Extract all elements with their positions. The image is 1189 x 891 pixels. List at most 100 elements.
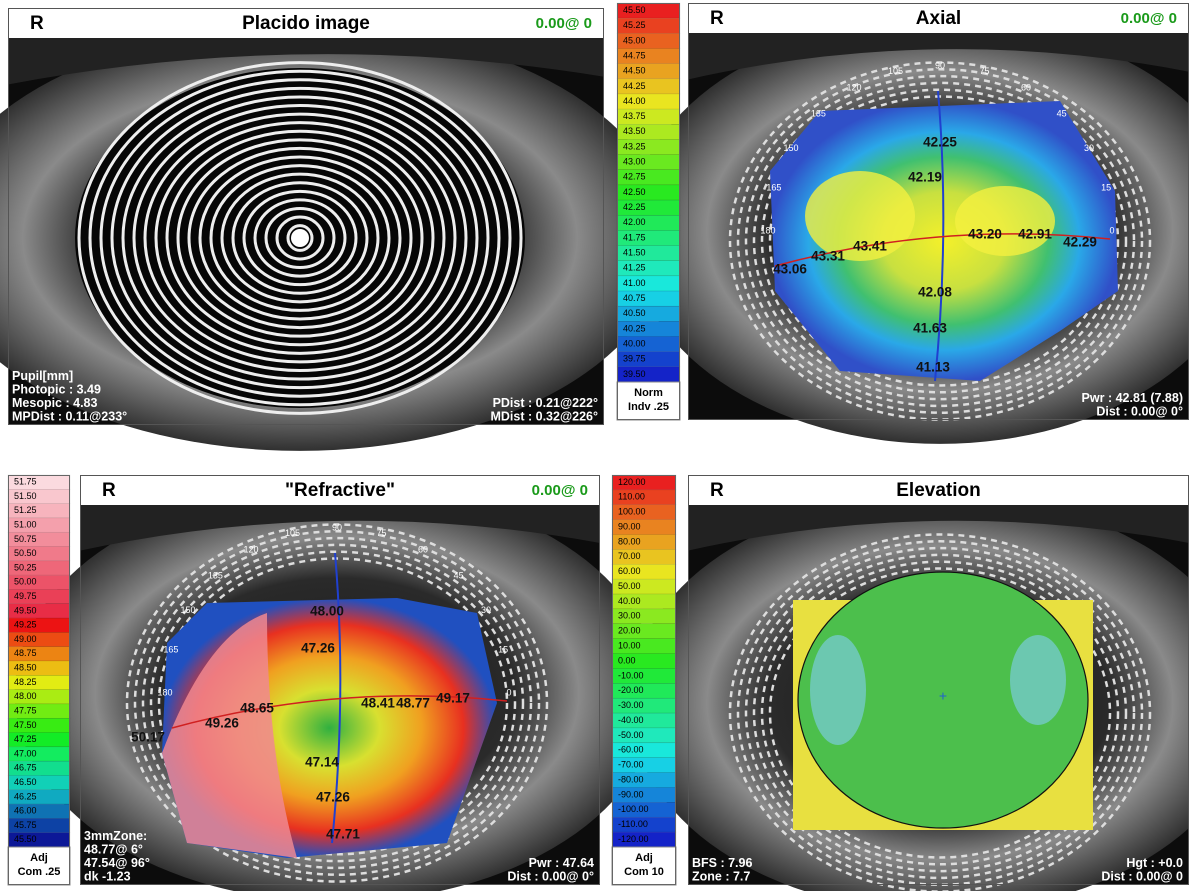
scale-label: -50.00 xyxy=(618,730,644,740)
scale-label: 51.50 xyxy=(14,491,37,501)
scale-label: 120.00 xyxy=(618,477,646,487)
scale-label: 45.50 xyxy=(14,834,37,844)
scale-label: 51.25 xyxy=(14,505,37,515)
scale-label: 41.00 xyxy=(623,278,646,288)
topography-screen: RPlacido image0.00@ 0Pupil[mm]Photopic :… xyxy=(0,0,1189,891)
scale-label: -100.00 xyxy=(618,804,649,814)
scale-footer-text: Adj xyxy=(30,852,48,864)
eye-label: R xyxy=(30,13,44,34)
map-panel: +RElevationBFS : 7.96Zone : 7.7Hgt : +0.… xyxy=(629,475,1189,891)
scale-label: 45.25 xyxy=(623,20,646,30)
overlay-text: 47.54@ 96° xyxy=(84,856,150,870)
scale-label: -80.00 xyxy=(618,774,644,784)
angle-label: 15 xyxy=(1101,183,1111,193)
map-value: 49.26 xyxy=(205,716,239,731)
panel-title: Axial xyxy=(916,8,961,29)
scale-label: 40.50 xyxy=(623,308,646,318)
scale-label: 50.00 xyxy=(618,581,641,591)
scale-label: 45.00 xyxy=(623,35,646,45)
map-value: 48.00 xyxy=(310,604,344,619)
map-value: 42.08 xyxy=(918,285,952,300)
map-panel: 901057512060135451503016515180042.2542.1… xyxy=(629,3,1189,444)
scale-label: 44.25 xyxy=(623,81,646,91)
scale-label: 48.25 xyxy=(14,677,37,687)
angle-label: 105 xyxy=(888,66,903,76)
angle-label: 45 xyxy=(1057,109,1067,119)
scale-label: 70.00 xyxy=(618,551,641,561)
overlay-text: dk -1.23 xyxy=(84,869,131,883)
scale-label: 47.50 xyxy=(14,720,37,730)
map-value: 48.65 xyxy=(240,701,274,716)
color-scale: 120.00110.00100.0090.0080.0070.0060.0050… xyxy=(612,475,676,885)
scale-label: 43.00 xyxy=(623,157,646,167)
eye-label: R xyxy=(710,480,724,501)
scale-label: 47.75 xyxy=(14,705,37,715)
map-value: 43.41 xyxy=(853,239,887,254)
map-value: 48.77 xyxy=(396,696,430,711)
angle-label: 180 xyxy=(760,225,775,235)
scale-label: 50.75 xyxy=(14,534,37,544)
angle-label: 165 xyxy=(766,183,781,193)
panel-title: "Refractive" xyxy=(285,480,395,501)
scale-label: 48.75 xyxy=(14,648,37,658)
scale-label: -60.00 xyxy=(618,745,644,755)
scale-label: 60.00 xyxy=(618,566,641,576)
scale-label: 47.25 xyxy=(14,734,37,744)
overlay-text: Pupil[mm] xyxy=(12,369,73,383)
scale-label: 100.00 xyxy=(618,507,646,517)
scale-label: 30.00 xyxy=(618,611,641,621)
scale-label: 10.00 xyxy=(618,640,641,650)
color-scale: 51.7551.5051.2551.0050.7550.5050.2550.00… xyxy=(8,475,70,885)
map-value: 41.13 xyxy=(916,360,950,375)
scale-label: 0.00 xyxy=(618,655,636,665)
overlay-text: Dist : 0.00@ 0° xyxy=(507,869,594,883)
map-value: 41.63 xyxy=(913,321,947,336)
overlay-text: Mesopic : 4.83 xyxy=(12,396,97,410)
angle-label: 120 xyxy=(846,82,861,92)
scale-label: 43.50 xyxy=(623,126,646,136)
scale-label: 110.00 xyxy=(618,492,645,502)
angle-label: 45 xyxy=(454,571,464,581)
overlay-text: Zone : 7.7 xyxy=(692,869,750,883)
overlay-text: PDist : 0.21@222° xyxy=(493,396,598,410)
scale-label: 49.00 xyxy=(14,634,37,644)
angle-label: 135 xyxy=(208,571,223,581)
scale-label: 90.00 xyxy=(618,521,641,531)
scale-label: -110.00 xyxy=(618,819,648,829)
scale-label: 51.75 xyxy=(14,477,37,487)
scale-footer-text: Adj xyxy=(635,852,653,864)
scale-label: 46.00 xyxy=(14,806,37,816)
map-value: 47.14 xyxy=(305,755,339,770)
scale-label: 40.25 xyxy=(623,323,646,333)
scale-label: 46.50 xyxy=(14,777,37,787)
angle-label: 15 xyxy=(498,645,508,655)
map-value: 42.29 xyxy=(1063,235,1097,250)
angle-label: 30 xyxy=(1084,143,1094,153)
scale-label: 44.75 xyxy=(623,50,646,60)
angle-label: 0 xyxy=(506,687,511,697)
scale-label: 44.50 xyxy=(623,66,646,76)
scale-label: -10.00 xyxy=(618,670,644,680)
map-value: 43.31 xyxy=(811,249,845,264)
overlay-text: Dist : 0.00@ 0 xyxy=(1101,869,1183,883)
scale-label: 42.50 xyxy=(623,187,646,197)
map-value: 42.19 xyxy=(908,170,942,185)
angle-label: 135 xyxy=(811,109,826,119)
map-value: 43.20 xyxy=(968,227,1002,242)
map-value: 42.91 xyxy=(1018,227,1052,242)
color-scale: 45.5045.2545.0044.7544.5044.2544.0043.75… xyxy=(617,3,680,420)
scale-label: 50.50 xyxy=(14,548,37,558)
scale-label: 45.75 xyxy=(14,820,37,830)
map-value: 49.17 xyxy=(436,691,470,706)
scale-label: 41.25 xyxy=(623,263,646,273)
angle-label: 90 xyxy=(935,60,945,70)
scale-label: -120.00 xyxy=(618,834,649,844)
eye-label: R xyxy=(102,480,116,501)
scale-label: 41.50 xyxy=(623,248,646,258)
scale-label: 49.50 xyxy=(14,605,37,615)
offset-label: 0.00@ 0 xyxy=(1121,10,1177,27)
scale-label: -90.00 xyxy=(618,789,644,799)
scale-label: 49.25 xyxy=(14,620,37,630)
scale-label: 46.75 xyxy=(14,763,37,773)
